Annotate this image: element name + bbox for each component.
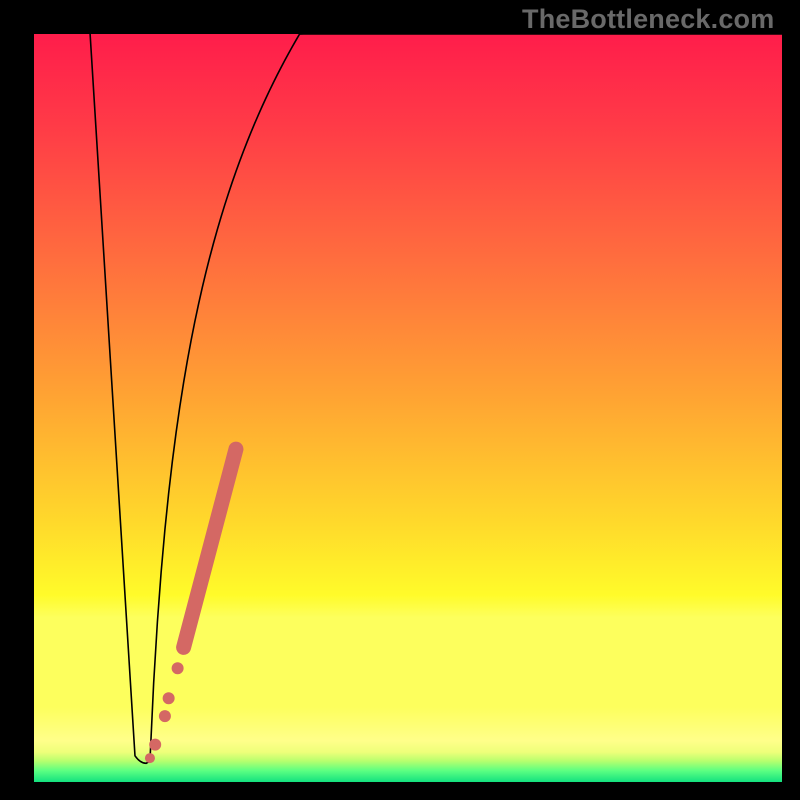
frame-border	[0, 0, 34, 800]
accent-dot	[145, 753, 155, 763]
accent-dot	[149, 739, 161, 751]
attribution-text: TheBottleneck.com	[522, 4, 774, 35]
accent-dot	[159, 710, 171, 722]
bottleneck-chart	[34, 34, 782, 782]
gradient-background	[34, 34, 782, 782]
frame-border	[0, 782, 800, 800]
accent-dot	[172, 662, 184, 674]
frame-border	[782, 0, 800, 800]
accent-dot	[163, 692, 175, 704]
